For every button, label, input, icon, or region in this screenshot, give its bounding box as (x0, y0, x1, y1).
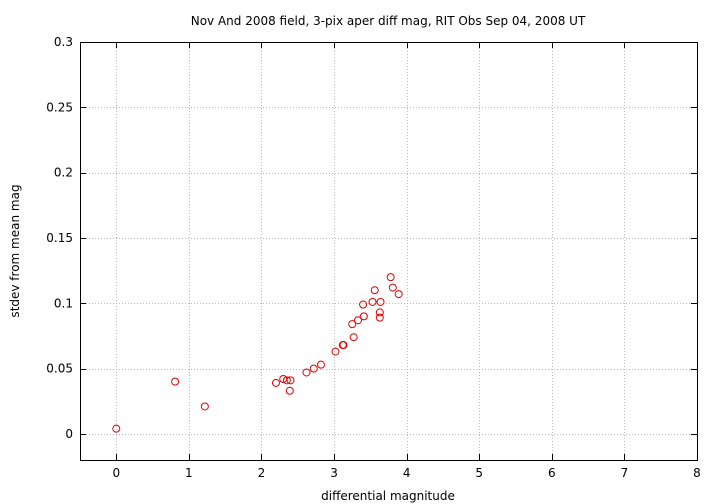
y-axis-label: stdev from mean mag (8, 184, 22, 317)
data-point (368, 297, 377, 306)
y-tick-label: 0 (65, 427, 73, 441)
x-tick-label: 4 (403, 466, 411, 480)
data-point (375, 308, 384, 317)
data-point (359, 300, 368, 309)
data-point (112, 424, 121, 433)
data-point (302, 368, 311, 377)
data-point (388, 283, 397, 292)
data-point (200, 402, 209, 411)
x-tick-label: 6 (548, 466, 556, 480)
data-points (112, 273, 403, 433)
y-tick-label: 0.25 (46, 100, 73, 114)
x-axis-label: differential magnitude (321, 489, 455, 503)
y-tick-label: 0.3 (54, 35, 73, 49)
data-point (339, 341, 348, 350)
y-tick-label: 0.05 (46, 362, 73, 376)
x-tick-label: 2 (258, 466, 266, 480)
data-point (394, 290, 403, 299)
data-point (375, 313, 384, 322)
x-tick-label: 5 (475, 466, 483, 480)
x-tick-label: 8 (693, 466, 701, 480)
chart-title: Nov And 2008 field, 3-pix aper diff mag,… (191, 14, 586, 28)
data-point (285, 386, 294, 395)
x-tick-label: 3 (330, 466, 338, 480)
data-point (370, 286, 379, 295)
x-tick-label: 0 (112, 466, 120, 480)
data-point (282, 376, 291, 385)
data-point (349, 333, 358, 342)
data-point (376, 297, 385, 306)
data-point (359, 312, 368, 321)
data-point (286, 376, 295, 385)
y-tick-label: 0.15 (46, 231, 73, 245)
data-point (354, 316, 363, 325)
axis-ticks: 0 1 2 3 4 5 6 7 8 0 0.05 0.1 0.15 0.2 0.25 0.3 (46, 35, 701, 480)
x-tick-label: 1 (185, 466, 193, 480)
data-point (348, 320, 357, 329)
grid-lines (80, 42, 697, 460)
data-point (271, 378, 280, 387)
y-tick-label: 0.1 (54, 296, 73, 310)
data-point (309, 364, 318, 373)
plot-frame (80, 42, 698, 461)
data-point (316, 360, 325, 369)
y-tick-label: 0.2 (54, 166, 73, 180)
x-tick-label: 7 (621, 466, 629, 480)
data-point (386, 273, 395, 282)
data-point (171, 377, 180, 386)
data-point (331, 347, 340, 356)
